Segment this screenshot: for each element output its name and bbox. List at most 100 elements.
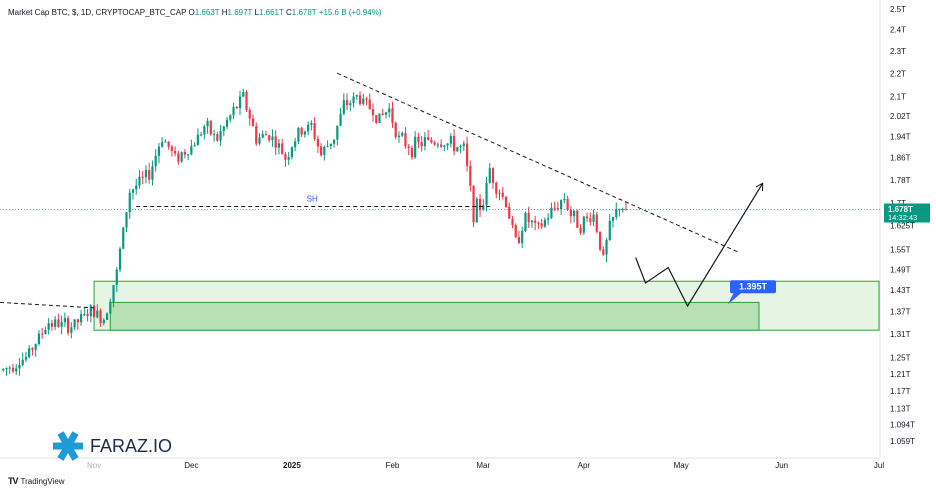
candle [79, 309, 83, 326]
time-tick-label: Jul [874, 461, 884, 470]
price-tick-label: 1.13T [890, 404, 911, 413]
candle [89, 303, 92, 323]
candle-body [456, 147, 459, 152]
candle [313, 117, 316, 141]
candle [410, 145, 414, 160]
tradingview-footer[interactable]: TV TradingView [8, 476, 65, 486]
candle [576, 209, 579, 228]
candle-body [349, 103, 352, 106]
candle [18, 357, 21, 376]
candle-body [436, 144, 439, 146]
candle-body [611, 217, 615, 221]
candle-body [212, 134, 216, 136]
candle-body [569, 209, 572, 217]
candle [504, 195, 508, 209]
candle-body [105, 313, 109, 320]
candle [264, 130, 268, 136]
candle-body [281, 143, 284, 155]
candle-body [485, 182, 488, 206]
price-tick-label: 1.25T [890, 354, 911, 363]
candle-body [96, 310, 99, 318]
candle [420, 136, 423, 152]
candle [488, 163, 491, 184]
candle-body [193, 145, 196, 147]
candle-body [563, 199, 566, 201]
candle-body [15, 368, 18, 372]
price-tick-label: 2.02T [890, 112, 911, 121]
candle-body [576, 210, 579, 228]
candle [144, 165, 148, 184]
candle-body [73, 319, 76, 328]
candle [50, 319, 53, 331]
candle [161, 137, 164, 148]
candle-body [381, 113, 384, 115]
open-label: O [188, 8, 195, 17]
candle [511, 216, 514, 229]
candle-body [225, 119, 229, 127]
candle [170, 144, 174, 157]
price-tick-label: 2.4T [890, 26, 906, 35]
candle-body [268, 135, 271, 141]
candle [60, 315, 63, 335]
candle-body [472, 185, 475, 223]
candle-body [70, 327, 73, 333]
candle-body [517, 237, 521, 244]
candle [469, 160, 472, 192]
candle [112, 284, 115, 308]
candle-body [345, 100, 349, 106]
candle [24, 351, 28, 362]
candle [608, 214, 611, 241]
candle-body [423, 137, 427, 147]
price-tick-label: 1.94T [890, 133, 911, 142]
candle-body [443, 145, 446, 147]
candle [560, 199, 563, 215]
candle-body [199, 134, 203, 136]
candle-body [605, 240, 608, 255]
legend-header: Market Cap BTC, $, 1D, CRYPTOCAP_BTC_CAP… [8, 8, 381, 17]
candle [141, 170, 144, 185]
candle [543, 217, 547, 228]
candle-body [621, 209, 624, 211]
candle [203, 124, 206, 140]
candle-body [547, 218, 550, 220]
candle [430, 136, 433, 144]
candle-body [24, 356, 28, 360]
candle-body [478, 198, 482, 210]
candle-body [190, 146, 193, 155]
candle-body [417, 136, 420, 143]
candle-body [67, 318, 70, 333]
candle [83, 307, 86, 317]
candle [569, 206, 572, 224]
candle-body [560, 200, 563, 210]
candle-body [271, 136, 274, 141]
candle-body [79, 314, 83, 323]
candle [371, 103, 375, 122]
candle-body [401, 133, 404, 136]
candle-body [391, 108, 394, 123]
candle [183, 149, 186, 159]
candle [404, 127, 407, 149]
candle-body [362, 98, 365, 104]
candle-body [258, 137, 261, 144]
zone-label-text: 1.395T [739, 282, 768, 292]
candle [5, 367, 8, 376]
candle-body [28, 348, 31, 357]
candle-body [323, 146, 326, 156]
candle-body [34, 344, 37, 350]
candle [238, 90, 242, 116]
price-tick-label: 1.7T [890, 199, 906, 208]
candle-body [310, 122, 313, 125]
candle-body [60, 322, 63, 327]
candle [209, 120, 212, 136]
candle-body [37, 333, 41, 345]
candle [118, 246, 122, 273]
time-tick-label: Mar [476, 461, 490, 470]
candle-body [18, 364, 21, 369]
candle-body [553, 207, 556, 209]
low-value: 1.661T [258, 8, 284, 17]
candle-body [92, 305, 96, 318]
candle-body [41, 333, 44, 335]
candle-body [592, 214, 595, 222]
